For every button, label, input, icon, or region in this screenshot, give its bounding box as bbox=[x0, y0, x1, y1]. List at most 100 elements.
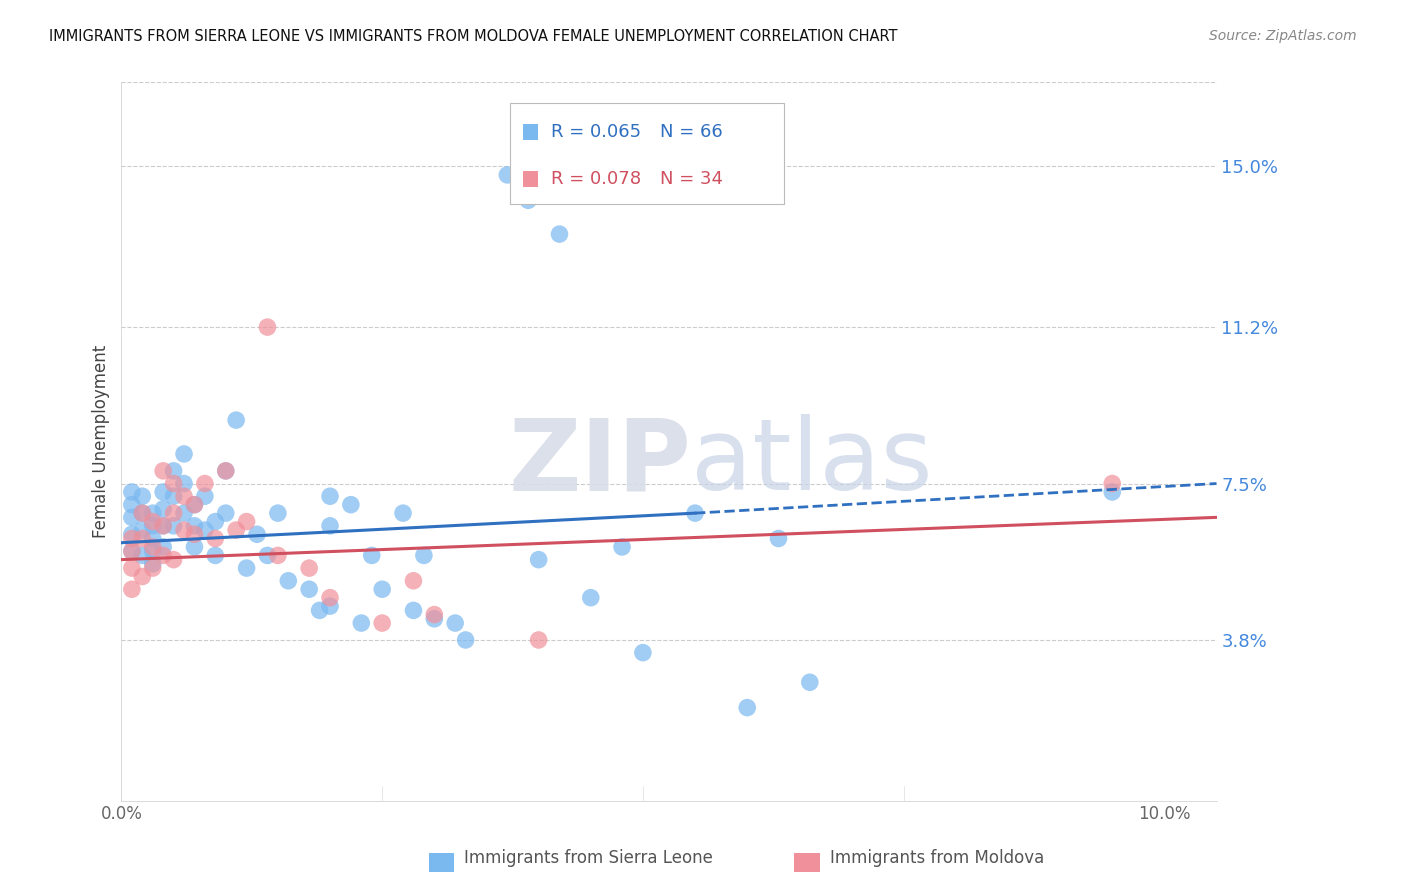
Point bbox=[162, 489, 184, 503]
Point bbox=[215, 464, 238, 478]
Point bbox=[152, 485, 174, 500]
Point bbox=[402, 603, 425, 617]
Point bbox=[204, 549, 226, 563]
Point bbox=[319, 489, 342, 503]
Point bbox=[194, 523, 217, 537]
Point bbox=[142, 540, 165, 554]
Point bbox=[162, 518, 184, 533]
Point bbox=[267, 549, 290, 563]
Point bbox=[131, 549, 153, 563]
Point bbox=[444, 615, 467, 630]
Point bbox=[131, 489, 153, 503]
Point bbox=[579, 591, 602, 605]
Point bbox=[298, 561, 321, 575]
Point bbox=[235, 515, 257, 529]
Point bbox=[215, 506, 238, 520]
Point bbox=[183, 498, 205, 512]
Text: R = 0.065: R = 0.065 bbox=[551, 122, 641, 141]
Point bbox=[121, 510, 143, 524]
Point bbox=[121, 527, 143, 541]
Point bbox=[173, 506, 195, 520]
Point bbox=[610, 540, 633, 554]
Point bbox=[319, 591, 342, 605]
Point bbox=[371, 615, 394, 630]
Point bbox=[204, 515, 226, 529]
Point bbox=[162, 506, 184, 520]
Point bbox=[121, 561, 143, 575]
Text: N = 66: N = 66 bbox=[661, 122, 723, 141]
Point bbox=[173, 523, 195, 537]
Text: atlas: atlas bbox=[690, 414, 932, 511]
FancyBboxPatch shape bbox=[510, 103, 785, 204]
Point bbox=[152, 464, 174, 478]
Point bbox=[267, 506, 290, 520]
Point bbox=[162, 476, 184, 491]
Text: N = 34: N = 34 bbox=[661, 170, 724, 188]
Point bbox=[517, 194, 540, 208]
Point bbox=[142, 532, 165, 546]
Point bbox=[402, 574, 425, 588]
Point bbox=[1101, 476, 1123, 491]
Point bbox=[131, 506, 153, 520]
Point bbox=[246, 527, 269, 541]
Point bbox=[152, 540, 174, 554]
Text: ZIP: ZIP bbox=[508, 414, 690, 511]
Text: IMMIGRANTS FROM SIERRA LEONE VS IMMIGRANTS FROM MOLDOVA FEMALE UNEMPLOYMENT CORR: IMMIGRANTS FROM SIERRA LEONE VS IMMIGRAN… bbox=[49, 29, 897, 44]
Point bbox=[799, 675, 821, 690]
Y-axis label: Female Unemployment: Female Unemployment bbox=[93, 344, 110, 538]
Text: R = 0.078: R = 0.078 bbox=[551, 170, 641, 188]
Point bbox=[152, 518, 174, 533]
Point bbox=[173, 489, 195, 503]
Point bbox=[121, 544, 143, 558]
Point bbox=[152, 502, 174, 516]
Point bbox=[121, 485, 143, 500]
FancyBboxPatch shape bbox=[523, 124, 538, 139]
Point bbox=[308, 603, 330, 617]
Point bbox=[162, 552, 184, 566]
Point bbox=[527, 552, 550, 566]
Point bbox=[173, 476, 195, 491]
Point bbox=[319, 599, 342, 614]
Point bbox=[527, 632, 550, 647]
Point bbox=[423, 612, 446, 626]
Point bbox=[152, 518, 174, 533]
Point bbox=[183, 518, 205, 533]
Point bbox=[162, 464, 184, 478]
Point bbox=[548, 227, 571, 241]
Point bbox=[454, 632, 477, 647]
Point bbox=[360, 549, 382, 563]
Point bbox=[131, 569, 153, 583]
Point bbox=[256, 549, 278, 563]
Point bbox=[225, 523, 247, 537]
Point bbox=[121, 532, 143, 546]
Point bbox=[392, 506, 415, 520]
Point bbox=[319, 518, 342, 533]
Point bbox=[423, 607, 446, 622]
Point bbox=[142, 506, 165, 520]
Point bbox=[142, 544, 165, 558]
Point bbox=[235, 561, 257, 575]
Point bbox=[204, 532, 226, 546]
Point bbox=[183, 498, 205, 512]
Point bbox=[683, 506, 706, 520]
Point bbox=[298, 582, 321, 597]
Point bbox=[142, 557, 165, 571]
Point bbox=[173, 447, 195, 461]
Point bbox=[183, 527, 205, 541]
Text: Immigrants from Moldova: Immigrants from Moldova bbox=[830, 849, 1043, 867]
Point bbox=[735, 700, 758, 714]
Point bbox=[631, 646, 654, 660]
Point bbox=[183, 540, 205, 554]
Point bbox=[142, 515, 165, 529]
Point bbox=[277, 574, 299, 588]
Point bbox=[121, 544, 143, 558]
Point bbox=[768, 532, 790, 546]
Point bbox=[225, 413, 247, 427]
Point bbox=[152, 549, 174, 563]
Point bbox=[350, 615, 373, 630]
FancyBboxPatch shape bbox=[523, 171, 538, 186]
Point bbox=[194, 489, 217, 503]
Point bbox=[131, 506, 153, 520]
Point bbox=[194, 476, 217, 491]
Point bbox=[496, 168, 519, 182]
